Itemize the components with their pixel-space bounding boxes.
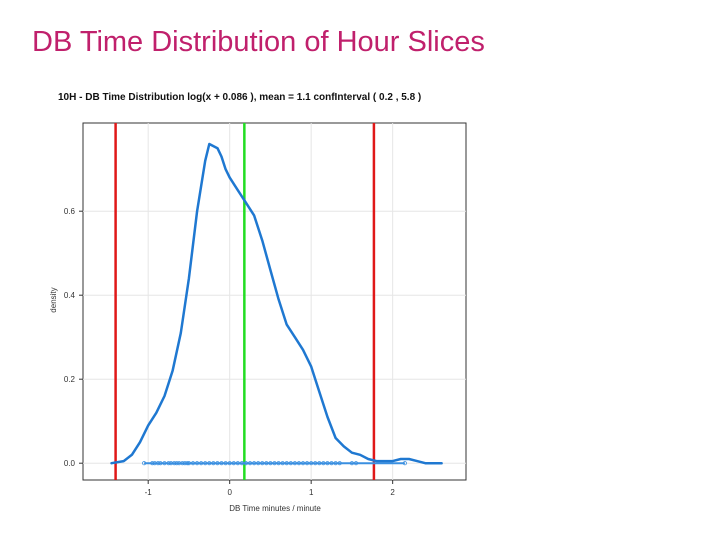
rug-point <box>150 461 155 466</box>
rug-point <box>333 461 338 466</box>
rug-point <box>288 461 293 466</box>
rug-point <box>185 461 190 466</box>
rug-point <box>166 461 171 466</box>
x-tick-label: -1 <box>145 488 153 497</box>
rug-point <box>194 461 200 466</box>
y-tick-label: 0.2 <box>64 375 76 384</box>
rug-point <box>182 461 187 466</box>
x-tick-label: 1 <box>309 488 314 497</box>
rug-point <box>349 461 355 466</box>
y-tick-label: 0.4 <box>64 291 76 300</box>
rug-point <box>321 461 326 466</box>
rug-point <box>264 461 269 466</box>
rug-point <box>174 461 179 466</box>
rug-point <box>227 461 232 466</box>
rug-point <box>252 461 257 466</box>
y-axis-label: density <box>49 287 58 312</box>
chart-title: 10H - DB Time Distribution log(x + 0.086… <box>58 92 421 103</box>
rug-point <box>276 461 281 466</box>
slide-title: DB Time Distribution of Hour Slices <box>32 26 485 58</box>
x-tick-label: 2 <box>390 488 395 497</box>
rug-point <box>231 461 236 466</box>
rug-point <box>280 461 285 466</box>
rug-point <box>260 461 265 466</box>
rug-point <box>243 461 249 466</box>
rug-point <box>292 461 297 466</box>
rug-point <box>235 461 240 466</box>
rug-points <box>142 461 407 466</box>
x-tick-label: 0 <box>227 488 232 497</box>
rug-point <box>215 461 220 466</box>
rug-point <box>180 461 185 466</box>
rug-point <box>223 461 228 466</box>
rug-point <box>158 461 163 466</box>
rug-point <box>317 461 322 466</box>
rug-point <box>172 461 177 466</box>
rug-point <box>268 461 273 466</box>
rug-point <box>239 461 245 466</box>
rug-point <box>337 461 342 466</box>
rug-point <box>329 461 334 466</box>
rug-point <box>313 461 318 466</box>
plot-frame <box>82 122 467 481</box>
rug-point <box>353 461 359 466</box>
y-tick-label: 0.6 <box>64 207 76 216</box>
rug-point <box>284 461 289 466</box>
x-axis-label: DB Time minutes / minute <box>229 504 321 513</box>
rug-point <box>309 461 314 466</box>
rug-point <box>402 461 407 466</box>
y-tick-label: 0.0 <box>64 459 76 468</box>
reference-lines <box>114 123 376 480</box>
rug-point <box>203 461 208 466</box>
rug-point <box>162 461 167 466</box>
density-series <box>110 142 443 465</box>
rug-point <box>142 461 147 466</box>
rug-point <box>304 461 310 466</box>
rug-point <box>207 461 212 466</box>
rug-point <box>296 461 302 466</box>
rug-point <box>256 461 261 466</box>
rug-point <box>219 461 224 466</box>
rug-point <box>155 461 161 466</box>
rug-point <box>186 461 192 466</box>
density-curve <box>110 142 443 465</box>
rug-point <box>190 461 196 466</box>
rug-point <box>272 461 277 466</box>
grid <box>83 123 466 480</box>
axis-ticks: -1 0 1 2 0.0 0.2 0.4 0.6 <box>64 207 396 497</box>
rug-point <box>300 461 306 466</box>
rug-point <box>325 461 330 466</box>
rug-point <box>247 461 253 466</box>
rug-point <box>199 461 204 466</box>
rug-point <box>211 461 216 466</box>
